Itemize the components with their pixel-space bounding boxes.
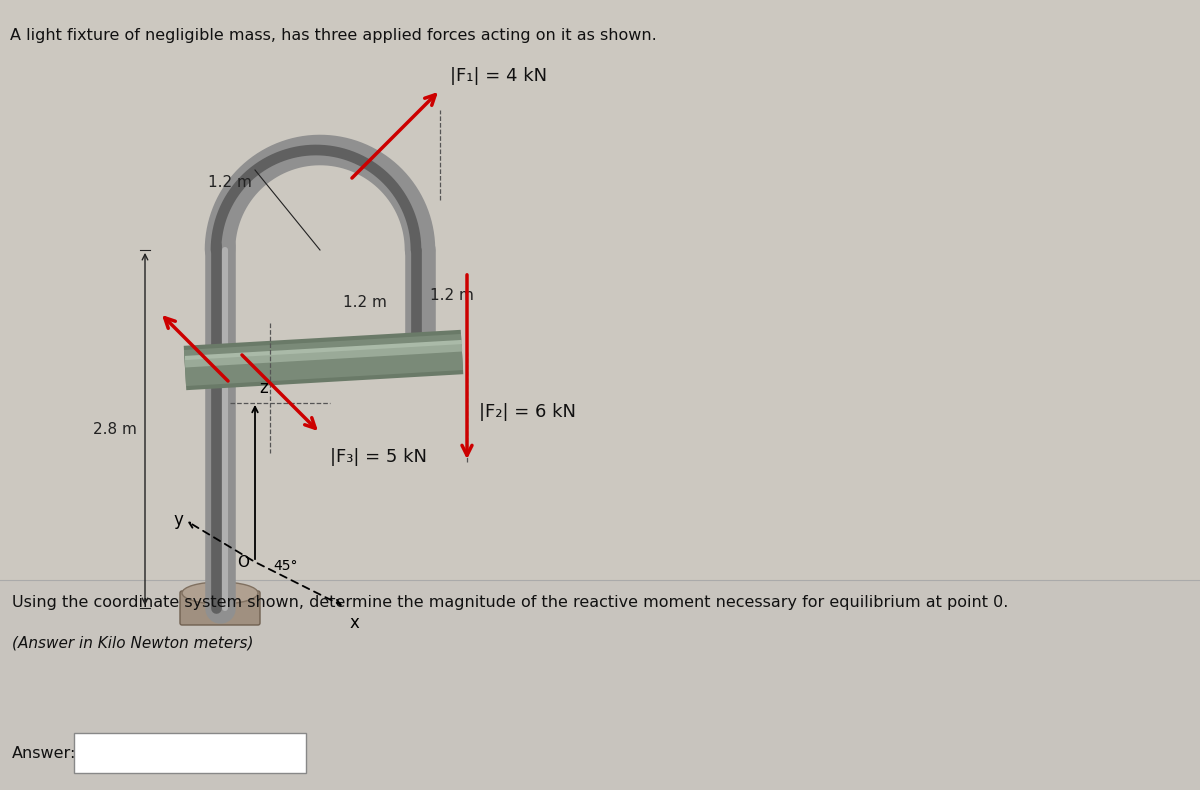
- Text: Using the coordinate system shown, determine the magnitude of the reactive momen: Using the coordinate system shown, deter…: [12, 595, 1008, 610]
- Text: |F₂| = 6 kN: |F₂| = 6 kN: [479, 403, 576, 421]
- Text: 1.2 m: 1.2 m: [343, 295, 386, 310]
- Text: z: z: [259, 379, 268, 397]
- Text: 1.2 m: 1.2 m: [208, 175, 252, 190]
- Ellipse shape: [182, 582, 258, 604]
- Text: y: y: [173, 511, 182, 529]
- Text: 1.2 m: 1.2 m: [430, 288, 474, 303]
- Text: A light fixture of negligible mass, has three applied forces acting on it as sho: A light fixture of negligible mass, has …: [10, 28, 656, 43]
- Text: Answer:: Answer:: [12, 746, 77, 761]
- Ellipse shape: [170, 600, 270, 635]
- Text: |F₁| = 4 kN: |F₁| = 4 kN: [450, 67, 547, 85]
- Text: 2.8 m: 2.8 m: [94, 422, 137, 437]
- Text: 45°: 45°: [274, 559, 298, 573]
- Text: O: O: [238, 555, 250, 570]
- FancyBboxPatch shape: [180, 591, 260, 625]
- Text: |F₃| = 5 kN: |F₃| = 5 kN: [330, 448, 427, 466]
- Polygon shape: [0, 580, 1200, 790]
- FancyBboxPatch shape: [74, 733, 306, 773]
- Text: x: x: [350, 614, 360, 632]
- Text: (Answer in Kilo Newton meters): (Answer in Kilo Newton meters): [12, 635, 253, 650]
- Ellipse shape: [140, 599, 300, 653]
